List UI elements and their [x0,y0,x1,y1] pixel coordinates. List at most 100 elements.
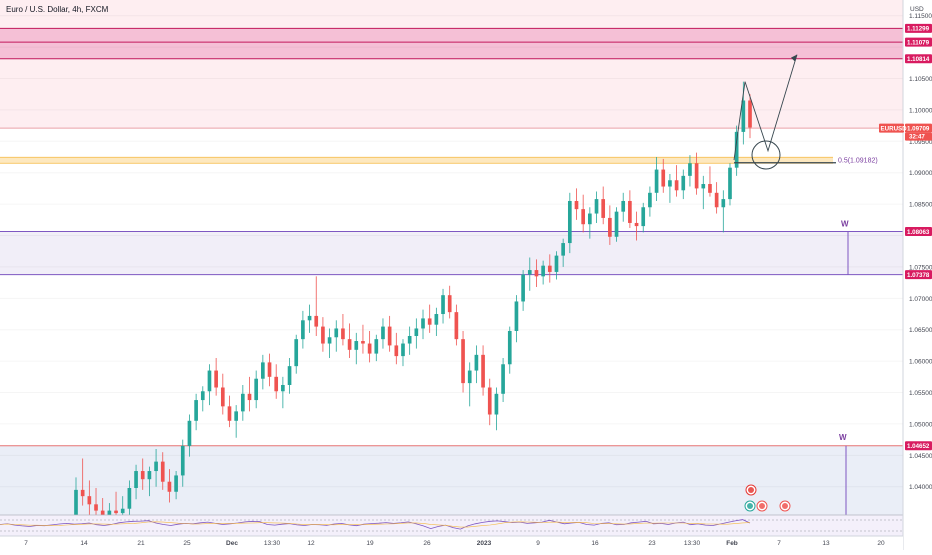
price-tick-label: 1.08500 [909,202,932,209]
candle-body [94,504,98,511]
candle-body [421,318,425,329]
projection-arrowhead [791,54,797,62]
candle-body [114,510,118,514]
candle-body [167,481,172,492]
candle-body [247,393,252,401]
rsi-panel [0,515,903,536]
candle-body [427,318,432,325]
time-tick-label: 7 [777,540,781,547]
candle-body [594,199,599,214]
rsi-ma-line [0,521,751,528]
price-tag [905,23,932,33]
price-tag-label: 1.08063 [907,229,930,236]
candle-body [527,270,532,275]
candle-body [541,265,545,277]
candle-body [234,411,238,421]
time-tick-label: 21 [137,540,145,547]
price-tick-label: 1.04500 [909,453,932,460]
candle-body [514,301,519,331]
candle-body [381,326,385,340]
candle-body [474,354,479,371]
candle-body [347,339,352,350]
candle-body [567,200,572,244]
price-tick-label: 1.09000 [909,170,932,177]
candle-body [367,343,372,354]
candle-body [74,489,78,515]
candle-body [581,209,586,225]
candle-body [361,341,365,344]
price-tick-label: 1.10500 [909,76,932,83]
candle-body [100,510,105,515]
time-tick-label: 19 [366,540,374,547]
candle-body [708,184,712,193]
candle-body [501,364,505,394]
candle-body [154,461,158,472]
w-annotation: W [839,433,847,442]
candle-body [654,169,659,193]
time-tick-label: 20 [877,540,885,547]
candle-body [734,131,739,168]
candle-body [307,315,312,321]
candle-body [287,366,292,385]
candle-body [140,471,145,480]
candle-body [701,184,706,189]
zone-upper-fill [0,28,903,59]
candle-body [187,420,192,446]
candle-body [414,328,419,337]
candle-body [321,326,325,344]
candle-body [681,175,686,191]
price-tick-label: 1.10000 [909,107,932,114]
zones-layer [0,0,903,515]
candle-body [721,199,726,208]
candle-body [327,337,332,344]
candle-body [214,370,218,388]
candle-body [120,508,125,514]
time-tick-label: Dec [226,540,238,547]
symbol-tag-label: EURUSD [881,125,908,132]
candle-body [294,339,299,367]
candle-body [561,243,565,256]
fib-label: 0.5(1.09182) [838,157,878,164]
price-tick-label: 1.06500 [909,327,932,334]
price-tick-label: 1.11500 [909,13,932,20]
candle-body [160,461,165,482]
price-tick-label: 1.09500 [909,139,932,146]
candle-body [661,169,666,187]
time-tick-label: 13:30 [684,540,701,547]
price-tick-label: 1.07500 [909,264,932,271]
candle-body [534,270,539,277]
candle-body [621,200,626,212]
projection-path [733,54,798,161]
candle-body [254,378,259,401]
candle-body [461,339,465,384]
time-tick-label: 25 [183,540,191,547]
candle-body [487,387,492,415]
time-tick-label: Feb [726,540,738,547]
candle-body [601,199,606,218]
time-tick-label: 13 [822,540,830,547]
price-tag-label: 1.09709 [907,125,930,132]
candles-layer [74,81,752,515]
candle-body [648,192,652,208]
candle-body [281,384,285,392]
candle-body [748,100,752,128]
rsi-layer [0,514,903,536]
price-tag [905,123,932,133]
candle-body [688,163,692,176]
candle-body [434,314,439,325]
price-tick-label: 1.06000 [909,359,932,366]
grid-layer [0,15,903,488]
candle-body [441,295,445,315]
zone-middle-range [0,231,903,275]
time-tick-label: 16 [591,540,599,547]
candle-body [334,328,339,338]
price-tag-label: 1.10814 [907,56,930,63]
candle-body [314,315,319,327]
candle-body [507,330,512,365]
candle-body [614,211,619,237]
price-tag [905,37,932,47]
chart-title: Euro / U.S. Dollar, 4h, FXCM [6,5,109,14]
